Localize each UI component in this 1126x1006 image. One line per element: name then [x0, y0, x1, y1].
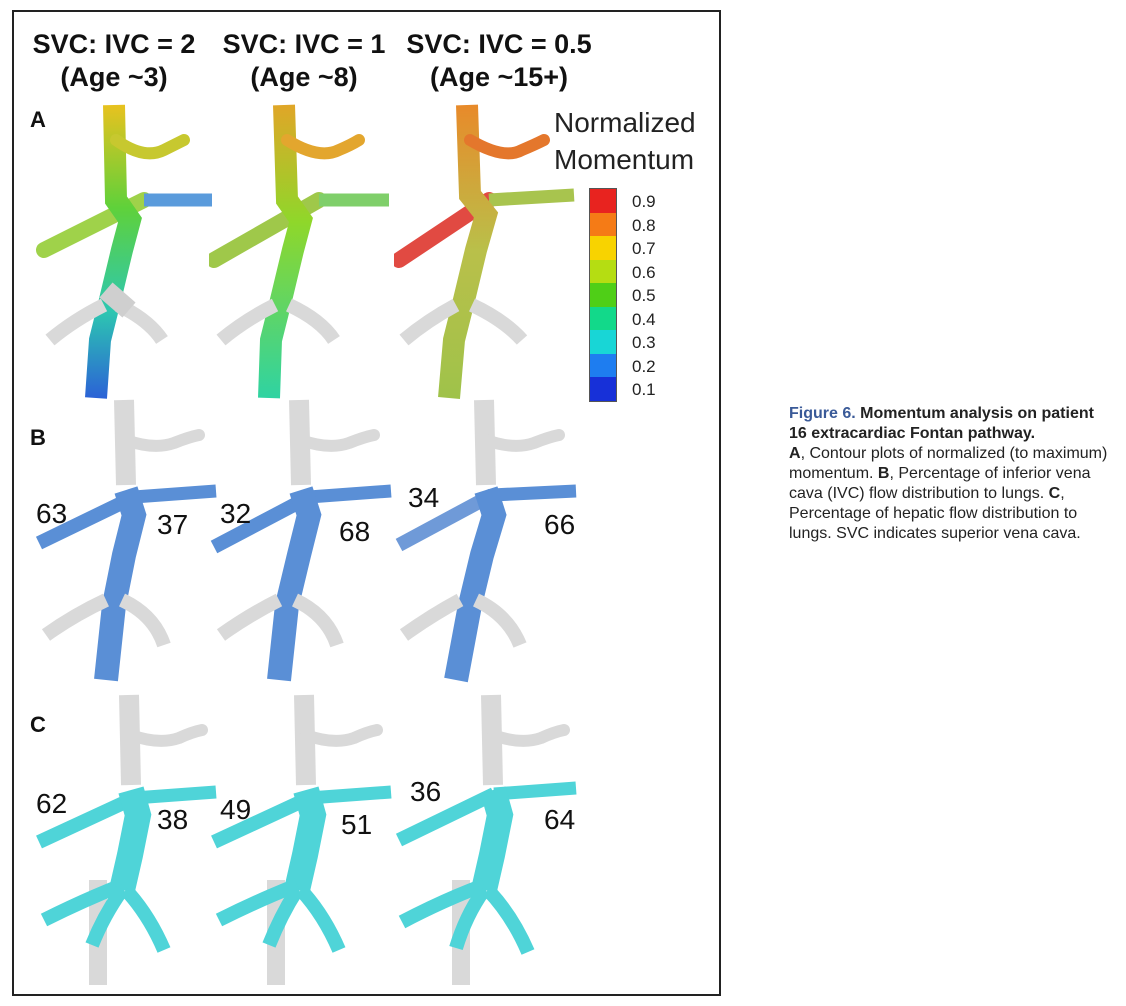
color-scale-swatch: [590, 189, 616, 213]
column-age-2: (Age ~8): [250, 62, 358, 92]
figure-label: Figure 6.: [789, 405, 856, 422]
color-scale-swatch: [590, 236, 616, 260]
column-header-2: SVC: IVC = 1 (Age ~8): [204, 28, 404, 94]
legend-title-line1: Normalized: [554, 107, 696, 138]
column-ratio-3: SVC: IVC = 0.5: [406, 29, 592, 59]
ivc-flow-model-3: [394, 395, 579, 685]
hepatic-right-lung-value-2: 51: [341, 809, 373, 840]
color-scale-swatch: [590, 330, 616, 354]
ivc-flow-model-2: [209, 395, 394, 685]
caption-b-text: , Percentage of inferior vena cava (IVC)…: [789, 465, 1091, 502]
color-scale-tick-label: 0.2: [632, 356, 656, 376]
color-scale-swatch: [590, 283, 616, 307]
hepatic-flow-model-1: [34, 690, 219, 990]
momentum-model-3: [394, 100, 579, 400]
hepatic-right-lung-value-1: 38: [157, 804, 189, 835]
momentum-model-2: [209, 100, 394, 400]
column-header-3: SVC: IVC = 0.5 (Age ~15+): [399, 28, 599, 94]
legend-title-line2: Momentum: [554, 144, 695, 175]
ivc-left-lung-value-2: 32: [220, 498, 252, 529]
ivc-right-lung-value-1: 37: [157, 509, 189, 540]
figure-title: Momentum analysis on patient 16 extracar…: [789, 405, 1094, 442]
momentum-model-1: [34, 100, 219, 400]
hepatic-flow-model-3: [394, 690, 579, 990]
color-scale-swatch: [590, 353, 616, 377]
hepatic-left-lung-value-3: 36: [410, 776, 442, 807]
ivc-right-lung-value-3: 66: [544, 509, 576, 540]
caption-body: A, Contour plots of normalized (to maxim…: [789, 444, 1109, 544]
caption-c-letter: C: [1048, 485, 1061, 502]
color-scale-swatch: [590, 259, 616, 283]
column-header-1: SVC: IVC = 2 (Age ~3): [14, 28, 214, 94]
caption-b-letter: B: [877, 465, 890, 482]
caption-a-text: , Contour plots of normalized (to maximu…: [789, 445, 1108, 482]
column-age-1: (Age ~3): [60, 62, 168, 92]
column-age-3: (Age ~15+): [429, 62, 569, 92]
color-scale-swatch: [590, 306, 616, 330]
color-scale-tick-label: 0.9: [632, 192, 656, 211]
panel-letter-c: C: [30, 712, 46, 737]
ivc-right-lung-value-2: 68: [339, 516, 371, 547]
color-scale-tick-label: 0.1: [632, 380, 656, 399]
column-ratio-1: SVC: IVC = 2: [32, 29, 196, 59]
color-scale-tick-label: 0.4: [632, 309, 656, 329]
panel-letter-b: B: [30, 425, 46, 450]
color-scale-swatch: [590, 377, 616, 401]
color-scale-tick-label: 0.8: [632, 215, 656, 235]
color-scale-swatch: [590, 212, 616, 236]
figure-caption: Figure 6. Momentum analysis on patient 1…: [789, 404, 1109, 544]
momentum-color-scale: [589, 188, 617, 402]
panel-letter-a: A: [30, 107, 46, 132]
ivc-flow-model-1: [34, 395, 219, 685]
caption-a-letter: A: [789, 445, 801, 462]
hepatic-flow-model-2: [209, 690, 394, 990]
ivc-left-lung-value-1: 63: [36, 498, 68, 529]
hepatic-left-lung-value-2: 49: [220, 794, 252, 825]
color-scale-tick-label: 0.3: [632, 333, 656, 352]
hepatic-left-lung-value-1: 62: [36, 788, 68, 819]
legend-title: Normalized Momentum: [554, 104, 696, 178]
color-scale-tick-label: 0.6: [632, 262, 656, 282]
figure-frame: SVC: IVC = 2 (Age ~3) SVC: IVC = 1 (Age …: [12, 10, 721, 996]
caption-c-text: , Percentage of hepatic flow distributio…: [789, 485, 1081, 542]
color-scale-tick-label: 0.5: [632, 286, 656, 305]
color-scale-tick-label: 0.7: [632, 239, 656, 258]
column-ratio-2: SVC: IVC = 1: [222, 29, 386, 59]
hepatic-right-lung-value-3: 64: [544, 804, 576, 835]
ivc-left-lung-value-3: 34: [408, 482, 440, 513]
